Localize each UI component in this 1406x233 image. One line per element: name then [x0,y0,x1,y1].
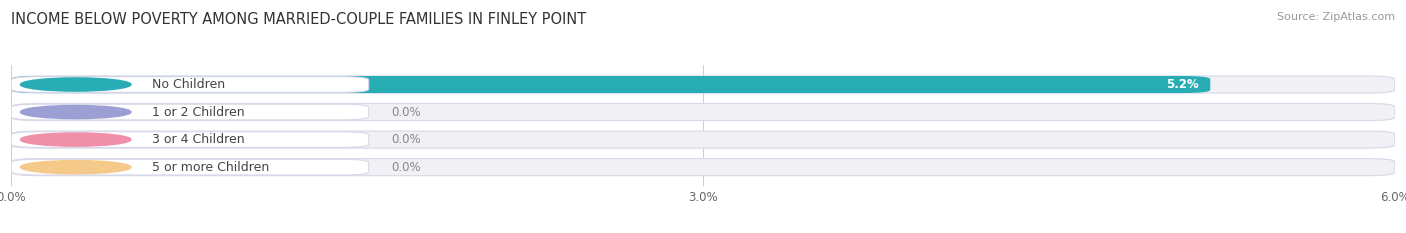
FancyBboxPatch shape [11,159,1395,176]
FancyBboxPatch shape [11,76,1395,93]
Text: 0.0%: 0.0% [392,106,422,119]
Text: 1 or 2 Children: 1 or 2 Children [152,106,245,119]
FancyBboxPatch shape [11,131,1395,148]
Text: INCOME BELOW POVERTY AMONG MARRIED-COUPLE FAMILIES IN FINLEY POINT: INCOME BELOW POVERTY AMONG MARRIED-COUPL… [11,12,586,27]
Circle shape [21,78,131,91]
Text: 5 or more Children: 5 or more Children [152,161,269,174]
Text: 3 or 4 Children: 3 or 4 Children [152,133,245,146]
Text: Source: ZipAtlas.com: Source: ZipAtlas.com [1277,12,1395,22]
Circle shape [21,106,131,119]
Circle shape [21,161,131,174]
Text: 0.0%: 0.0% [392,133,422,146]
FancyBboxPatch shape [11,76,1211,93]
Circle shape [21,133,131,146]
FancyBboxPatch shape [11,132,368,147]
Text: 5.2%: 5.2% [1166,78,1199,91]
FancyBboxPatch shape [11,103,1395,121]
Text: 0.0%: 0.0% [392,161,422,174]
FancyBboxPatch shape [11,159,368,175]
FancyBboxPatch shape [11,104,368,120]
FancyBboxPatch shape [11,77,368,92]
Text: No Children: No Children [152,78,225,91]
